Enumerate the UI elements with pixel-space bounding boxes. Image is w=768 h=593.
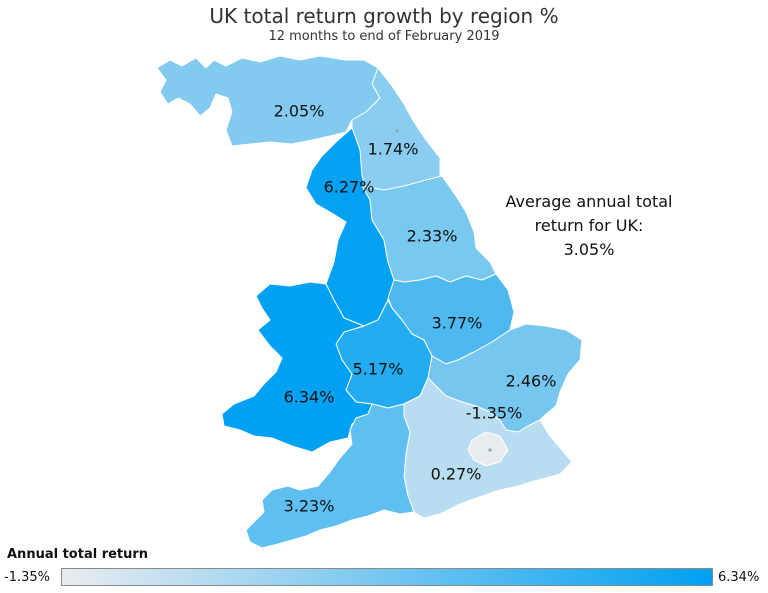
label-west-midlands: 5.17% (352, 359, 404, 379)
label-london: -1.35% (465, 403, 523, 423)
label-north-east: 1.74% (367, 139, 419, 159)
map-subtitle: 12 months to end of February 2019 (268, 29, 500, 44)
legend-max-label: 6.34% (718, 570, 760, 585)
region-wales[interactable] (221, 281, 373, 453)
uk-average-line-1: Average annual total (505, 192, 673, 211)
label-scotland: 2.05% (273, 101, 325, 121)
label-north-west: 6.27% (323, 177, 375, 197)
region-south-west[interactable] (245, 403, 415, 549)
label-yorkshire: 2.33% (406, 226, 458, 246)
location-dot (395, 129, 399, 133)
legend-title: Annual total return (7, 547, 149, 562)
uk-average-note: Average annual total return for UK: 3.05… (486, 190, 692, 262)
location-dots (286, 129, 492, 521)
label-east-midlands: 3.77% (431, 313, 483, 333)
label-east-of-england: 2.46% (505, 371, 557, 391)
label-south-west: 3.23% (283, 496, 335, 516)
uk-average-line-2: return for UK: (534, 216, 644, 235)
map-title: UK total return growth by region % (209, 4, 559, 28)
legend-color-bar (61, 568, 713, 586)
location-dot (286, 517, 290, 521)
region-scotland[interactable] (156, 55, 381, 147)
location-dot (488, 448, 492, 452)
legend-min-label: -1.35% (4, 570, 50, 585)
uk-average-value: 3.05% (563, 240, 615, 259)
label-wales: 6.34% (283, 387, 335, 407)
label-south-east: 0.27% (430, 464, 482, 484)
